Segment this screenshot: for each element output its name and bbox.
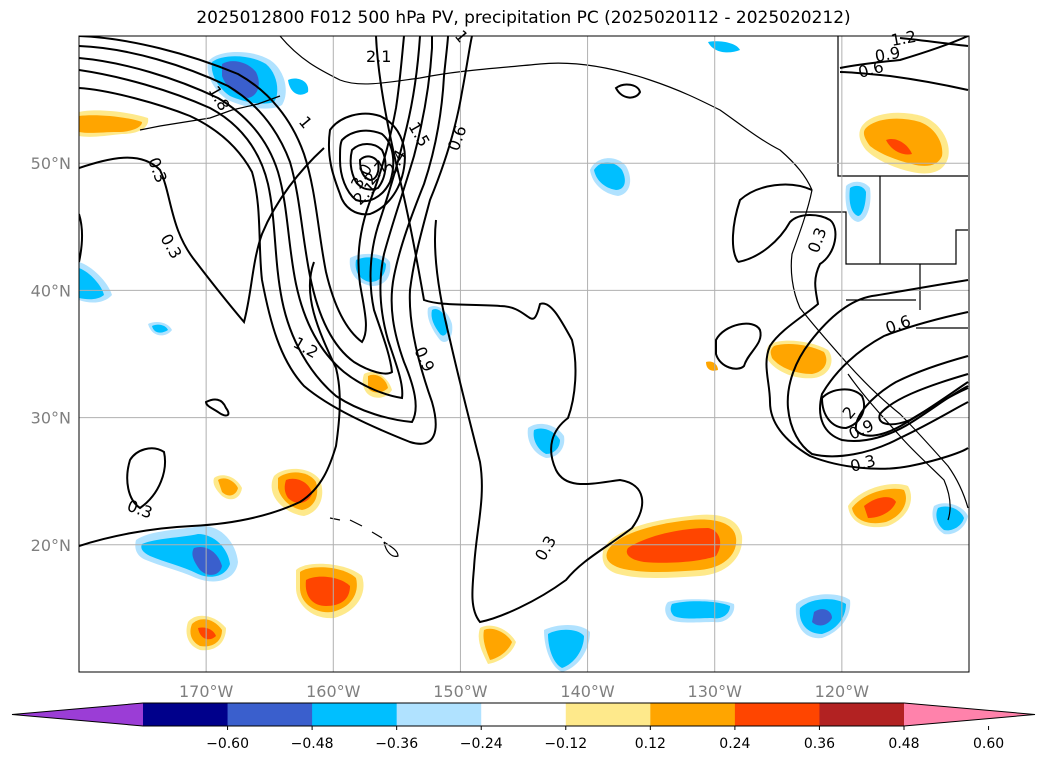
pv-contour-label: 0.9 [873,43,901,66]
pv-contour-0.3 [204,398,230,417]
pv-contour-0.6 [79,36,473,445]
longitude-tick-labels: 170°W 160°W 150°W 140°W 130°W 120°W [179,682,869,701]
colorbar-bin [312,703,398,726]
map-frame [78,35,970,673]
pv-contour-0.3 [79,261,341,547]
precip-pos-blob [218,478,238,496]
x-tick-label: 140°W [560,682,615,701]
precip-neg-blob [152,324,168,333]
colorbar-bin [396,703,482,726]
precip-pos-blob [368,374,388,393]
pv-contour-0.3 [375,36,644,624]
colorbar-bin [143,703,229,726]
precipitation-shading [79,41,968,672]
coastline-baja [847,373,951,521]
coastline-aleutians [139,95,281,131]
colorbar-tick-label: 0.36 [804,736,835,752]
colorbar-bin [734,703,820,726]
precip-neg-blob [708,41,740,53]
pv-contour-label: 2.1 [366,47,391,66]
pv-contour-2 [820,388,865,430]
pv-contour-0.3 [126,447,166,510]
x-tick-label: 150°W [433,682,488,701]
precip-pos-blob [284,478,312,503]
colorbar-bin [650,703,736,726]
colorbar-bin [565,703,651,726]
precip-neg-blob [192,546,222,575]
colorbar-tick-label: −0.36 [375,736,418,752]
precip-neg-blob [79,268,104,300]
pv-contour-0.9 [819,311,969,442]
pv-contour-0.3 [715,322,762,370]
coastline-mainland-north [837,36,968,177]
y-tick-label: 20°N [31,536,71,555]
precip-pos-blob [863,118,943,166]
chart-title: 2025012800 F012 500 hPa PV, precipitatio… [196,8,851,28]
colorbar-tick-label: 0.60 [973,736,1004,752]
y-tick-label: 50°N [31,154,71,173]
pv-contour-0.3 [79,147,325,325]
coastlines [139,36,969,557]
precip-neg-blob [936,506,964,531]
colorbar-tick-label: −0.24 [460,736,503,752]
colorbar-tick-label: −0.12 [544,736,587,752]
precip-pos-blob [483,628,512,660]
pv-contour-3.0 [358,155,380,182]
pv-contours [79,36,969,624]
precip-neg-blob [288,78,309,95]
x-tick-label: 160°W [306,682,361,701]
precip-pos-blob [864,497,896,518]
precip-neg-blob [594,162,625,190]
pv-contour-2.1 [327,112,406,216]
colorbar-bin [227,703,313,726]
y-tick-label: 30°N [31,409,71,428]
pv-contour-2.7 [349,143,387,191]
pv-contour-0.3 [731,183,813,263]
precip-pos-blob [886,138,912,155]
colorbar-extend-low [12,703,143,726]
colorbar-tick-label: 0.24 [719,736,750,752]
coastline-interior [790,176,968,329]
pv-contour-label: 1.2 [889,27,917,50]
pv-contour-0.6 [786,279,969,458]
pv-contour-1.2 [79,36,434,400]
map-gridlines [79,36,969,672]
pv-contour-1.8 [79,36,405,344]
precip-pos-blob [79,115,142,133]
colorbar-tick-label: −0.48 [291,736,334,752]
pv-contour-0.9 [839,71,969,91]
x-tick-label: 120°W [815,682,870,701]
y-tick-label: 40°N [31,281,71,300]
pv-contour-0.3 [737,214,969,470]
colorbar-tick-label: 0.12 [635,736,666,752]
precip-neg-blob [670,601,730,619]
precip-neg-blob [812,609,832,626]
pv-contour-0.6 [79,213,83,263]
x-tick-label: 130°W [688,682,743,701]
coastline-bc [790,189,969,509]
precip-neg-blob [849,185,866,216]
x-tick-label: 170°W [179,682,234,701]
pv-contour-0.6 [614,83,642,99]
colorbar-tick-label: 0.48 [888,736,919,752]
colorbar-bin [481,703,567,726]
precip-pos-blob [305,576,350,606]
pv-contour-1.5 [79,36,421,375]
colorbar-outline [11,702,1036,727]
pv-contour-1.2 [899,37,969,47]
coastline-hawaii [329,517,399,557]
colorbar-tick-label: −0.60 [206,736,249,752]
colorbar: −0.60 −0.48 −0.36 −0.24 −0.12 0.12 0.24 0.36 0.4… [11,702,1036,752]
pv-contour-2.4 [338,129,395,203]
precip-neg-blob [548,629,584,668]
colorbar-extend-high [904,703,1035,726]
colorbar-bin [819,703,905,726]
precip-pos-blob [198,627,216,640]
latitude-tick-labels: 50°N 40°N 30°N 20°N [31,154,71,555]
pv-contour-1.5 [878,373,969,426]
coastline-alaska [279,36,813,191]
precip-pos-blob [626,528,721,563]
pv-contour-0.9 [79,36,449,424]
